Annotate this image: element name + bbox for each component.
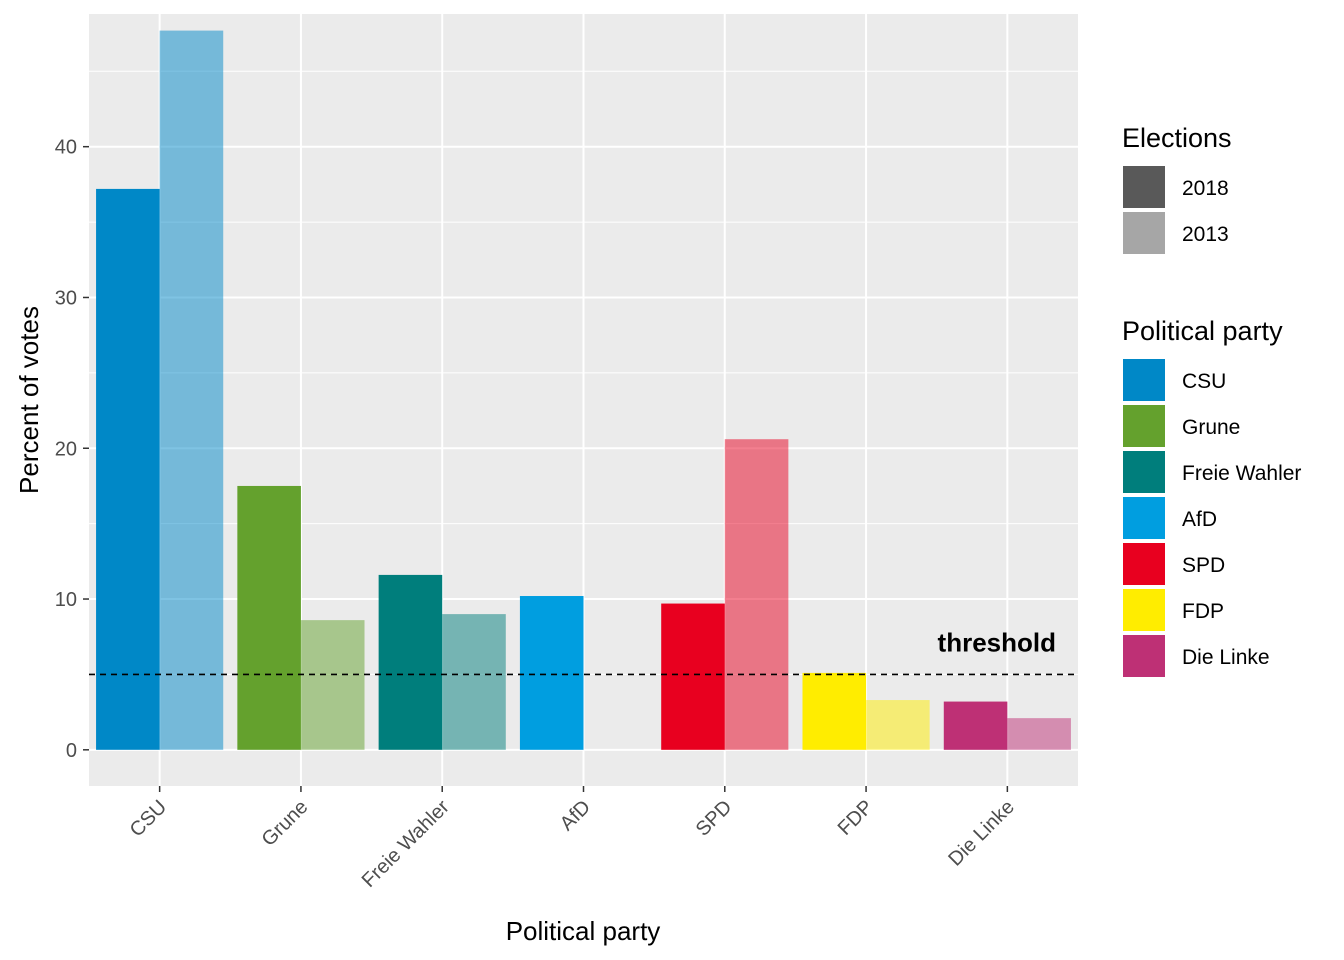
x-tick-label: Freie Wahler <box>358 796 454 892</box>
bar-freie-wahler-2013 <box>442 614 506 750</box>
legend-label: Die Linke <box>1182 646 1270 669</box>
legend-title: Political party <box>1122 316 1283 346</box>
threshold-label: threshold <box>938 627 1056 657</box>
bar-fdp-2018 <box>802 672 867 750</box>
y-tick-label: 30 <box>55 287 77 309</box>
legend-label: Grune <box>1182 416 1240 439</box>
legend-key <box>1123 635 1165 677</box>
y-axis-title: Percent of votes <box>14 306 44 494</box>
legend-title: Elections <box>1122 123 1232 153</box>
legend-label: SPD <box>1182 554 1225 577</box>
legend-key <box>1123 497 1165 539</box>
bar-grune-2013 <box>300 620 365 750</box>
y-axis: 0 10 20 30 40 <box>55 137 89 762</box>
legend-label: Freie Wahler <box>1182 462 1301 485</box>
legend-key <box>1123 589 1165 631</box>
legend-key <box>1123 166 1165 208</box>
bar-die-linke-2013 <box>1007 718 1071 750</box>
bar-spd-2013 <box>724 439 789 750</box>
legend-label: FDP <box>1182 600 1224 623</box>
legend-key <box>1123 451 1165 493</box>
bars <box>96 30 1071 750</box>
x-axis: CSU Grune Freie Wahler AfD SPD FDP Die Linke <box>126 786 1019 892</box>
bar-grune-2018 <box>237 485 301 750</box>
x-tick-label: FDP <box>834 796 878 840</box>
x-tick-label: CSU <box>126 796 171 841</box>
y-tick-label: 0 <box>66 740 77 762</box>
legend: Elections 2018 2013 Political party CSU Grune… <box>1122 123 1301 677</box>
y-tick-label: 10 <box>55 589 77 611</box>
x-tick-label: AfD <box>556 796 595 835</box>
bar-die-linke-2018 <box>943 701 1008 750</box>
bar-afd-2018 <box>519 596 584 750</box>
legend-key <box>1123 543 1165 585</box>
legend-key <box>1123 212 1165 254</box>
legend-label: CSU <box>1182 370 1226 393</box>
legend-label: AfD <box>1182 508 1217 531</box>
bar-freie-wahler-2018 <box>378 574 443 750</box>
y-tick-label: 20 <box>55 438 77 460</box>
x-tick-label: Grune <box>258 796 313 851</box>
y-tick-label: 40 <box>55 137 77 159</box>
bar-spd-2018 <box>661 603 725 750</box>
bar-csu-2013 <box>159 30 224 750</box>
x-tick-label: SPD <box>692 796 737 841</box>
bar-csu-2018 <box>96 188 160 750</box>
x-tick-label: Die Linke <box>944 796 1019 871</box>
legend-label: 2013 <box>1182 223 1229 246</box>
x-axis-title: Political party <box>506 916 661 946</box>
legend-key <box>1123 359 1165 401</box>
legend-key <box>1123 405 1165 447</box>
bar-fdp-2013 <box>866 700 930 750</box>
legend-label: 2018 <box>1182 177 1229 200</box>
